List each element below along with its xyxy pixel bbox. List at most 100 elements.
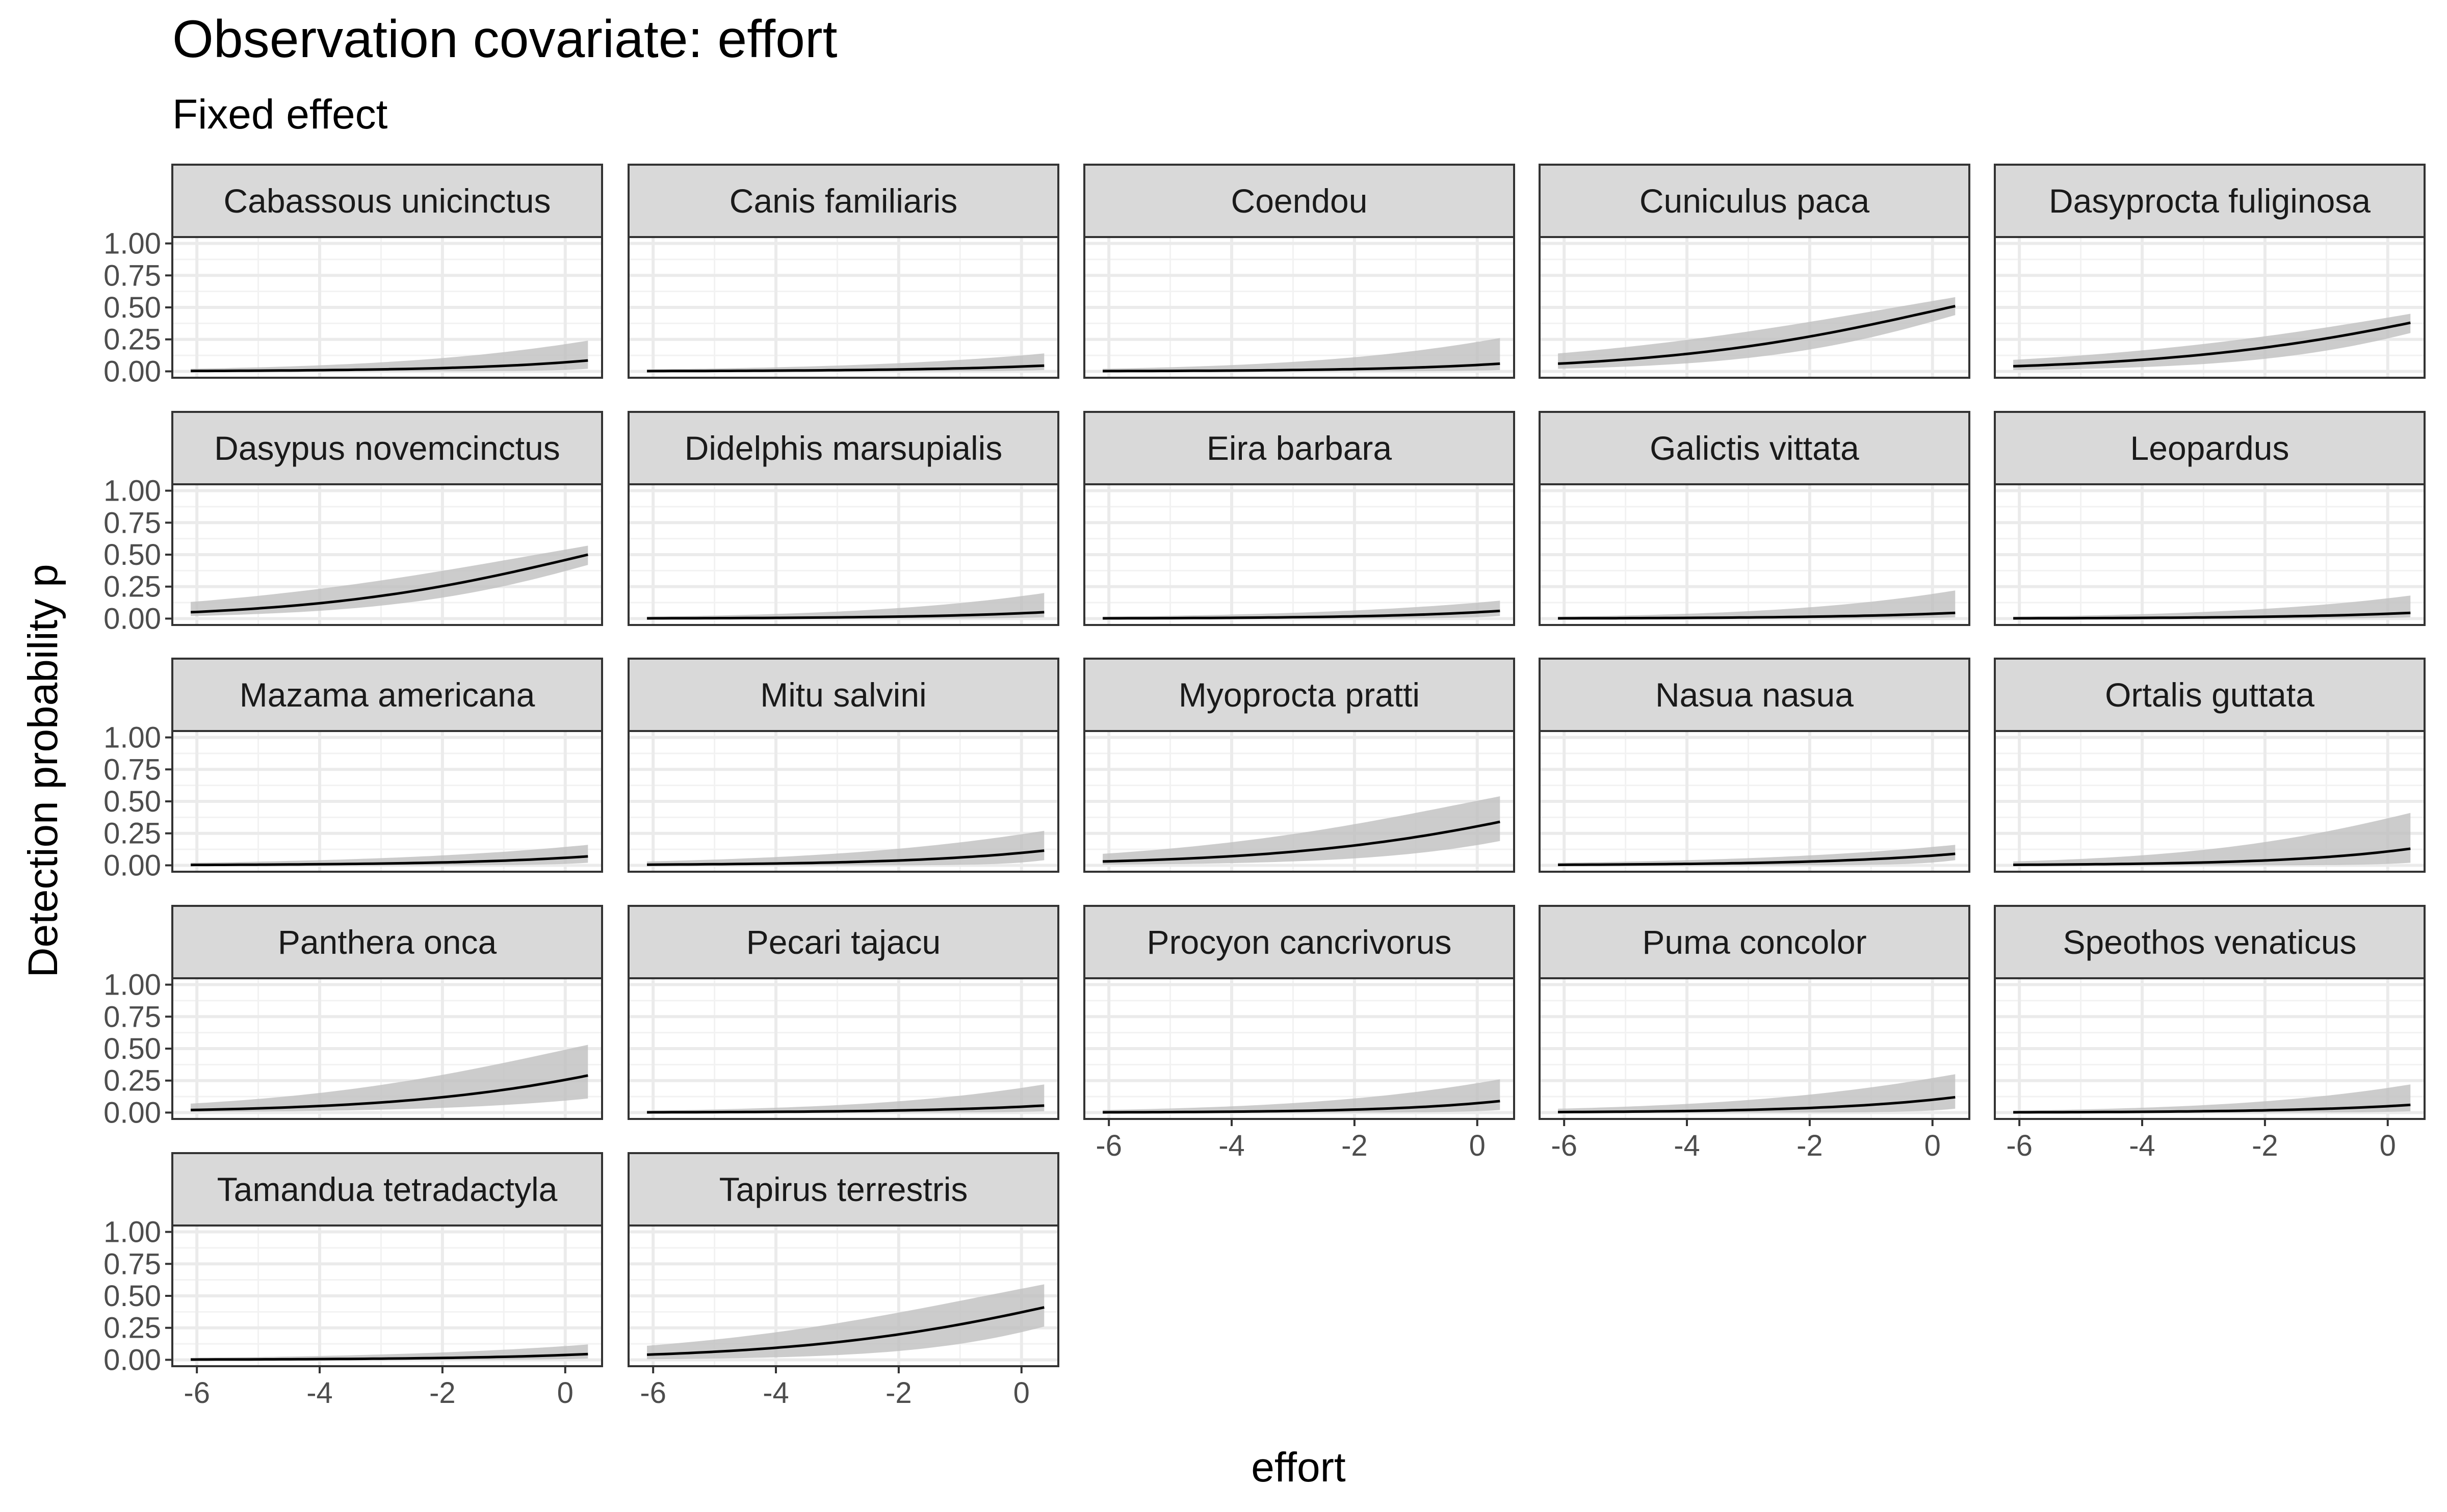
series-line [2013,321,2411,368]
x-tick-label: -4 [763,1376,789,1410]
confidence-ribbon [1103,1079,1500,1113]
facet-strip-label: Pecari tajacu [746,923,941,961]
confidence-ribbon [1103,338,1500,372]
facet-strip [171,658,603,732]
facet-strip-label: Tapirus terrestris [719,1170,968,1208]
series-line [191,855,588,867]
facet-panel: Didelphis marsupialis [628,411,1059,626]
x-tick-label: -6 [2006,1129,2033,1162]
facet-strip [1539,905,1970,979]
facet-strip-label: Tamandua tetradactyla [217,1170,558,1208]
confidence-ribbon [647,593,1045,619]
facet-strip [1994,411,2426,485]
facet-panel: Mazama americana 0.000.250.500.751.00 [103,658,603,882]
series-line [1557,305,1956,365]
facet-strip [1539,164,1970,238]
panel-gridlines [1995,237,2425,378]
facet-strip-label: Procyon cancrivorus [1147,923,1452,961]
confidence-ribbon [1558,297,1956,369]
facet-panel: Cuniculus paca [1539,164,1970,379]
x-tick-label: -4 [306,1376,333,1410]
series-line [1103,1100,1500,1114]
y-tick-label: 0.75 [103,259,161,292]
confidence-ribbon [647,1084,1045,1113]
facet-panel: Myoprocta pratti [1083,658,1515,873]
facet-strip-label: Cuniculus paca [1639,182,1870,220]
facet-strip-label: Mitu salvini [760,676,926,714]
facet-panel: Pecari tajacu [628,905,1059,1120]
facet-strip [1994,164,2426,238]
facet-panel: Cabassous unicinctus 0.000.250.500.751.00 [103,164,603,388]
confidence-ribbon [2013,314,2411,370]
panel-border [628,977,1059,1120]
y-tick-label: 0.50 [103,291,161,324]
facet-panel: Dasypus novemcinctus 0.000.250.500.751.00 [103,411,603,635]
facet-strip [628,411,1059,485]
facet-strip [171,1152,603,1227]
panel-border [1539,483,1970,626]
facet-panels: Cabassous unicinctus0.000.250.500.751.00… [103,164,2426,1410]
confidence-ribbon [647,830,1045,866]
y-tick-label: 0.75 [103,1000,161,1033]
confidence-ribbon [2013,813,2411,866]
panel-gridlines [1995,978,2425,1119]
x-tick-label: -6 [1551,1129,1577,1162]
facet-strip [1994,658,2426,732]
series-line [647,1104,1045,1114]
panel-border [1083,730,1515,873]
facet-strip-label: Galictis vittata [1650,429,1859,467]
y-tick-label: 0.50 [103,785,161,818]
y-tick-label: 0.00 [103,355,161,388]
facet-panel: Puma concolor -6 -4 -2 0 [1539,905,1970,1162]
panel-border [1083,977,1515,1120]
series-line [1103,820,1500,863]
facet-panel: Coendou [1083,164,1515,379]
y-tick-label: 0.50 [103,1032,161,1065]
x-tick-label: -2 [429,1376,456,1410]
series-line [191,1074,588,1111]
series-line [647,364,1045,373]
facet-panel: Tamandua tetradactyla 0.000.250.500.751.0… [103,1152,603,1410]
x-tick-label: -6 [1096,1129,1122,1162]
series-line [2013,847,2411,866]
confidence-ribbon [191,1045,588,1112]
panel-gridlines [1995,731,2425,872]
facet-strip [1083,411,1515,485]
series-line [2013,611,2411,620]
panel-gridlines [1084,978,1514,1119]
x-tick-label: -4 [2129,1129,2155,1162]
series-line [1103,362,1500,373]
facet-panel: Speothos venaticus -6 -4 -2 0 [1994,905,2426,1162]
confidence-ribbon [2013,595,2411,619]
y-tick-label: 0.00 [103,1343,161,1376]
y-tick-label: 1.00 [103,1216,161,1249]
facet-strip-label: Dasyprocta fuliginosa [2049,182,2371,220]
y-tick-label: 0.00 [103,1096,161,1129]
panel-border [628,730,1059,873]
confidence-ribbon [2013,1084,2411,1113]
chart-title: Observation covariate: effort [172,10,838,69]
series-line [647,849,1045,866]
x-tick-label: -4 [1674,1129,1700,1162]
confidence-ribbon [647,353,1045,372]
panel-border [1994,977,2426,1120]
facet-strip [628,658,1059,732]
facet-strip [1083,658,1515,732]
facet-strip-label: Mazama americana [240,676,535,714]
facet-strip-label: Eira barbara [1207,429,1392,467]
confidence-ribbon [191,545,588,616]
x-tick-label: -6 [640,1376,666,1410]
y-tick-label: 0.50 [103,538,161,571]
facet-panel: Eira barbara [1083,411,1515,626]
facet-panel: Canis familiaris [628,164,1059,379]
confidence-ribbon [1558,590,1956,619]
y-tick-label: 1.00 [103,969,161,1002]
facet-strip [171,411,603,485]
panel-border [1539,236,1970,379]
facet-panel: Mitu salvini [628,658,1059,873]
x-axis-label: effort [1251,1444,1346,1491]
facet-strip [171,164,603,238]
panel-border [1994,483,2426,626]
panel-border [1994,236,2426,379]
facet-panel: Dasyprocta fuliginosa [1994,164,2426,379]
